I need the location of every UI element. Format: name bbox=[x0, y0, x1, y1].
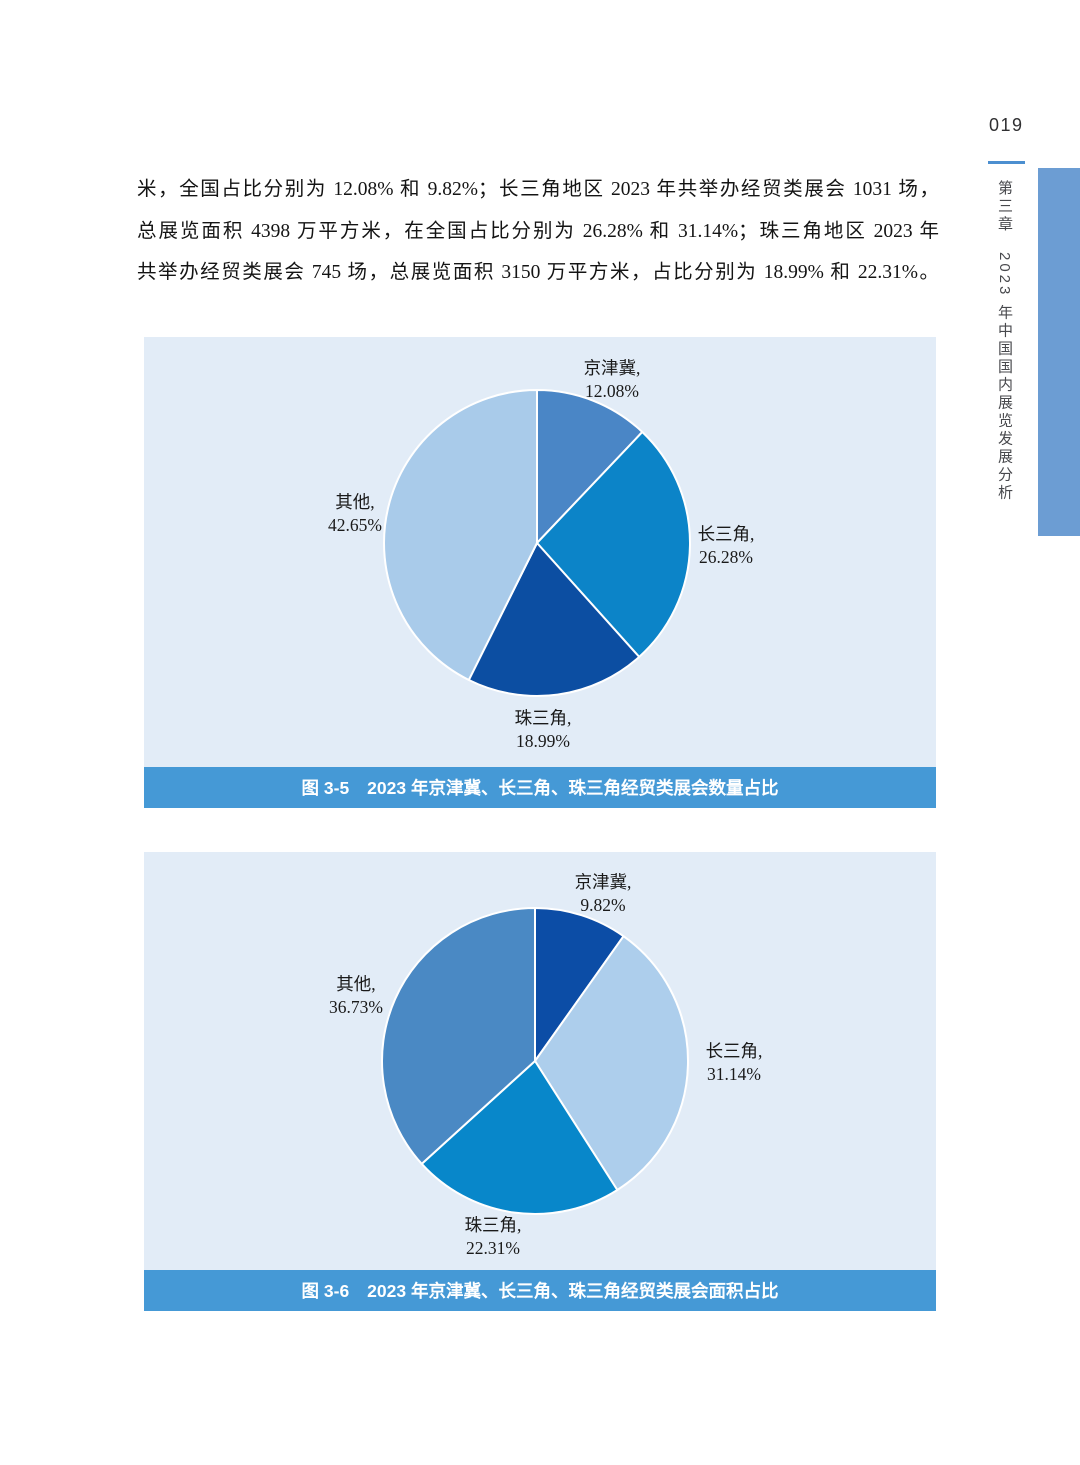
pie-label-name: 长三角, bbox=[697, 524, 755, 544]
pie-chart-exhibition-area-share bbox=[381, 907, 689, 1215]
pie-slice-2 bbox=[467, 542, 641, 697]
body-paragraph: 米，全国占比分别为 12.08% 和 9.82%；长三角地区 2023 年共举办… bbox=[137, 169, 939, 294]
pie-slice-1 bbox=[536, 431, 691, 658]
paragraph-line: 共举办经贸类展会 745 场，总展览面积 3150 万平方米，占比分别为 18.… bbox=[137, 262, 939, 283]
pie-label-value: 31.14% bbox=[707, 1064, 761, 1084]
pie1-label-zhusanjiao: 珠三角, 18.99% bbox=[515, 707, 572, 753]
pie-slice-2 bbox=[420, 1060, 619, 1215]
paragraph-line: 总展览面积 4398 万平方米，在全国占比分别为 26.28% 和 31.14%… bbox=[137, 220, 939, 242]
pie-slice-0 bbox=[534, 907, 625, 1062]
pie-label-value: 26.28% bbox=[699, 547, 753, 567]
pie-label-value: 12.08% bbox=[585, 381, 639, 401]
pie1-label-jingjinji: 京津冀, 12.08% bbox=[584, 357, 641, 403]
pie2-label-changsanjiao: 长三角, 31.14% bbox=[706, 1040, 763, 1086]
pie2-label-qita: 其他, 36.73% bbox=[329, 973, 383, 1019]
pie-label-name: 珠三角, bbox=[464, 1215, 522, 1235]
pie-label-value: 42.65% bbox=[328, 515, 382, 535]
pie1-label-changsanjiao: 长三角, 26.28% bbox=[698, 523, 755, 569]
pie-slice-3 bbox=[381, 907, 536, 1165]
pie2-label-zhusanjiao: 珠三角, 22.31% bbox=[465, 1214, 522, 1260]
pie-label-value: 36.73% bbox=[329, 997, 383, 1017]
chapter-sidebar-title: 第三章 2023 年中国国内展览发展分析 bbox=[996, 180, 1013, 503]
page-number: 019 bbox=[989, 115, 1024, 135]
pie-label-name: 珠三角, bbox=[514, 708, 572, 728]
paragraph-line: 米，全国占比分别为 12.08% 和 9.82%；长三角地区 2023 年共举办… bbox=[137, 179, 939, 200]
figure-title: 2023 年京津冀、长三角、珠三角经贸类展会面积占比 bbox=[367, 1281, 779, 1301]
pie-label-value: 18.99% bbox=[516, 731, 570, 751]
pie-label-value: 22.31% bbox=[466, 1238, 520, 1258]
pie-chart-exhibition-count-share bbox=[383, 389, 691, 697]
pie-slice-0 bbox=[536, 389, 644, 544]
chapter-sidebar-accent-bar bbox=[1038, 168, 1080, 536]
figure-number: 图 3-5 bbox=[301, 778, 350, 798]
pie-label-name: 其他, bbox=[336, 974, 376, 994]
figure-number: 图 3-6 bbox=[301, 1281, 350, 1301]
page-number-rule bbox=[988, 161, 1025, 164]
pie1-label-qita: 其他, 42.65% bbox=[328, 491, 382, 537]
figure-title: 2023 年京津冀、长三角、珠三角经贸类展会数量占比 bbox=[367, 778, 779, 798]
pie-label-name: 京津冀, bbox=[574, 872, 632, 892]
pie-slice-1 bbox=[534, 935, 689, 1191]
figure-3-6-caption: 图 3-6 2023 年京津冀、长三角、珠三角经贸类展会面积占比 bbox=[144, 1270, 936, 1311]
pie-slice-3 bbox=[383, 389, 538, 681]
pie-label-name: 京津冀, bbox=[583, 358, 641, 378]
pie2-label-jingjinji: 京津冀, 9.82% bbox=[575, 871, 632, 917]
pie-label-name: 其他, bbox=[335, 492, 375, 512]
figure-3-5-caption: 图 3-5 2023 年京津冀、长三角、珠三角经贸类展会数量占比 bbox=[144, 767, 936, 808]
pie-label-value: 9.82% bbox=[580, 895, 626, 915]
pie-label-name: 长三角, bbox=[705, 1041, 763, 1061]
